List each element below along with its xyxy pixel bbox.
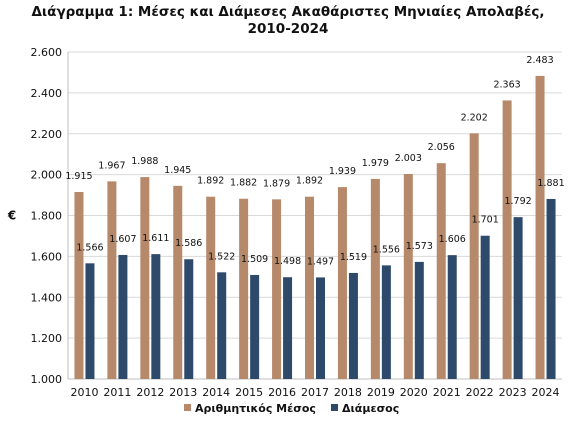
x-tick-label: 2019 (367, 386, 395, 399)
data-label-median: 1.701 (472, 215, 499, 226)
bar-mean (337, 187, 347, 379)
data-label-mean: 1.979 (362, 158, 389, 169)
y-tick-label: 2.200 (31, 128, 63, 141)
y-tick-label: 2.600 (31, 46, 63, 59)
bar-median (151, 254, 161, 379)
data-label-median: 1.881 (537, 178, 564, 189)
legend-swatch-median (331, 404, 338, 411)
data-label-mean: 1.915 (65, 171, 92, 182)
data-label-mean: 1.945 (164, 165, 191, 176)
bar-mean (403, 174, 413, 379)
data-label-mean: 1.879 (263, 178, 290, 189)
bar-median (546, 198, 556, 379)
data-label-median: 1.566 (76, 242, 103, 253)
data-label-mean: 1.882 (230, 178, 257, 189)
data-label-mean: 1.892 (197, 176, 224, 187)
data-label-median: 1.497 (307, 256, 334, 267)
chart-title: Διάγραμμα 1: Μέσες και Διάμεσες Ακαθάρισ… (0, 4, 576, 38)
bar-mean (370, 178, 380, 379)
bar-median (414, 261, 424, 379)
x-tick-label: 2021 (433, 386, 461, 399)
y-tick-label: 1.600 (31, 250, 63, 263)
data-label-median: 1.607 (109, 234, 136, 245)
bar-mean (173, 185, 183, 379)
legend-label-median: Διάμεσος (342, 402, 399, 415)
x-tick-label: 2010 (70, 386, 98, 399)
data-label-median: 1.586 (175, 238, 202, 249)
data-label-median: 1.498 (274, 256, 301, 267)
data-label-mean: 2.003 (395, 153, 422, 164)
bar-mean (305, 196, 314, 379)
bar-mean (436, 163, 446, 379)
x-tick-label: 2022 (466, 386, 494, 399)
bar-median (283, 277, 293, 379)
x-tick-label: 2013 (169, 386, 197, 399)
data-label-median: 1.509 (241, 254, 268, 265)
bar-mean (107, 181, 117, 379)
bar-mean (469, 133, 479, 379)
x-tick-label: 2017 (301, 386, 329, 399)
data-label-mean: 2.056 (428, 142, 455, 153)
data-label-mean: 2.363 (493, 79, 520, 90)
bar-median (184, 259, 194, 379)
y-axis-label: € (7, 209, 16, 223)
chart-title-line2: 2010-2024 (247, 21, 329, 37)
bar-median (85, 263, 95, 379)
bar-median (118, 254, 128, 379)
x-tick-label: 2016 (268, 386, 296, 399)
bar-mean (74, 191, 84, 379)
bar-mean (535, 75, 545, 380)
data-label-median: 1.606 (439, 234, 466, 245)
data-label-mean: 2.483 (526, 55, 553, 66)
x-tick-label: 2011 (103, 386, 131, 399)
bar-median (381, 265, 391, 379)
y-tick-label: 2.400 (31, 87, 63, 100)
bar-median (348, 272, 358, 379)
bar-mean (140, 177, 150, 379)
legend-swatch-mean (184, 404, 191, 411)
data-label-mean: 1.892 (296, 176, 323, 187)
x-tick-label: 2020 (400, 386, 428, 399)
data-label-median: 1.573 (406, 241, 433, 252)
data-label-mean: 2.202 (461, 112, 488, 123)
y-tick-label: 2.000 (31, 169, 63, 182)
data-label-mean: 1.967 (98, 160, 125, 171)
data-label-mean: 1.988 (131, 156, 158, 167)
bar-mean (239, 198, 249, 379)
data-label-median: 1.556 (373, 244, 400, 255)
data-label-median: 1.792 (504, 196, 531, 207)
bar-median (316, 277, 325, 379)
bar-median (250, 274, 260, 379)
y-tick-label: 1.800 (31, 210, 63, 223)
y-tick-label: 1.200 (31, 332, 63, 345)
x-tick-label: 2024 (532, 386, 560, 399)
data-label-median: 1.611 (142, 233, 169, 244)
bar-median (513, 217, 523, 379)
y-tick-label: 1.000 (31, 373, 63, 386)
bar-median (217, 272, 227, 379)
bar-mean (206, 196, 216, 379)
y-tick-label: 1.400 (31, 291, 63, 304)
x-tick-label: 2015 (235, 386, 263, 399)
x-tick-label: 2012 (136, 386, 164, 399)
data-label-mean: 1.939 (329, 166, 356, 177)
bar-mean (272, 199, 282, 379)
bar-mean (502, 100, 512, 379)
bar-median (447, 255, 457, 379)
x-tick-label: 2023 (499, 386, 527, 399)
bar-median (480, 235, 490, 379)
data-label-median: 1.522 (208, 251, 235, 262)
legend-label-mean: Αριθμητικός Μέσος (195, 402, 316, 415)
data-label-median: 1.519 (340, 252, 367, 263)
chart-title-line1: Διάγραμμα 1: Μέσες και Διάμεσες Ακαθάρισ… (31, 4, 545, 20)
x-tick-label: 2014 (202, 386, 230, 399)
x-tick-label: 2018 (334, 386, 362, 399)
